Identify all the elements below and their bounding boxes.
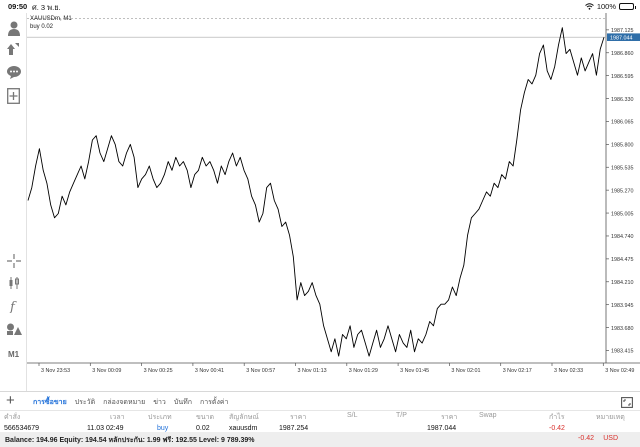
account-summary: Balance: 194.96 Equity: 194.54 หลักประกั… xyxy=(5,437,255,444)
time-tick-label: 3 Nov 02:33 xyxy=(554,368,583,374)
tab-6[interactable]: การตั้งค่า xyxy=(199,399,229,406)
price-tick-label: 1985.270 xyxy=(611,188,633,194)
time-tick-label: 3 Nov 23:53 xyxy=(41,368,70,374)
price-tick-label: 1986.330 xyxy=(611,97,633,103)
crosshair-icon[interactable] xyxy=(4,252,23,270)
price-tick-label: 1987.125 xyxy=(611,28,633,34)
tab-1[interactable]: การซื้อขาย xyxy=(33,399,67,406)
header-profit: กำไร xyxy=(549,414,565,421)
order-time: 11.03 02:49 xyxy=(87,425,124,432)
order-profit: -0.42 xyxy=(549,425,565,432)
time-tick-label: 3 Nov 02:01 xyxy=(451,368,480,374)
price-tick-label: 1983.680 xyxy=(611,326,633,332)
tab-4[interactable]: ข่าว xyxy=(153,399,166,406)
price-tick-label: 1986.860 xyxy=(611,51,633,57)
objects-icon[interactable] xyxy=(4,320,23,338)
time-tick-label: 3 Nov 00:09 xyxy=(92,368,121,374)
header-current-price: ราคา xyxy=(441,414,458,421)
bid-price-badge xyxy=(607,33,640,41)
price-tick-label: 1983.415 xyxy=(611,349,633,355)
order-label: buy 0.02 xyxy=(30,23,54,30)
date: ศ. 3 พ.ย. xyxy=(32,3,61,12)
candlestick-icon[interactable] xyxy=(4,274,23,292)
time-tick-label: 3 Nov 00:57 xyxy=(246,368,275,374)
tab-2[interactable]: ประวัติ xyxy=(74,399,96,406)
chart-title: XAUUSDm, M1 xyxy=(30,16,72,22)
price-tick-label: 1983.945 xyxy=(611,303,633,309)
header-swap: Swap xyxy=(479,412,497,419)
price-tick-label: 1985.005 xyxy=(611,211,633,217)
battery-icon xyxy=(619,3,636,10)
tab-list: การซื้อขาย ประวัติ กล่องจดหมาย ข่าว บันทึก กา… xyxy=(29,397,232,408)
tab-5[interactable]: บันทึก xyxy=(173,399,192,406)
open-price: 1987.254 xyxy=(279,425,309,432)
clock: 09:50 xyxy=(8,2,28,11)
header-comment: หมายเหตุ xyxy=(596,414,625,421)
header-volume: ขนาด xyxy=(196,414,215,421)
balance-bar: Balance: 194.96 Equity: 194.54 หลักประกั… xyxy=(0,432,640,447)
wifi-icon xyxy=(584,3,594,10)
indicators-icon[interactable]: f xyxy=(4,297,23,315)
time-tick-label: 3 Nov 02:17 xyxy=(503,368,532,374)
account-currency: USD xyxy=(603,435,618,442)
chart-symbol-label: XAUUSDm, M1 buy 0.02 xyxy=(30,16,72,31)
price-series-line xyxy=(27,27,605,357)
add-icon[interactable]: + xyxy=(6,392,15,409)
position-row[interactable]: 566534679 11.03 02:49 buy 0.02 xauusdm 1… xyxy=(0,425,640,435)
header-sl: S/L xyxy=(347,412,358,419)
trade-table-header: คำสั่ง เวลา ประเภท ขนาด สัญลักษณ์ ราคา S… xyxy=(0,412,640,422)
time-tick-label: 3 Nov 00:25 xyxy=(144,368,173,374)
header-type: ประเภท xyxy=(148,414,172,421)
price-chart[interactable]: 1987.125 1986.860 1986.595 1986.330 1986.065… xyxy=(27,13,640,391)
price-tick-label: 1985.535 xyxy=(611,165,633,171)
price-tick-label: 1986.595 xyxy=(611,74,633,80)
chat-icon[interactable] xyxy=(4,63,23,81)
trade-panel-tabs: + การซื้อขาย ประวัติ กล่องจดหมาย ข่าว บันทึก… xyxy=(0,391,640,411)
new-document-icon[interactable] xyxy=(4,87,23,105)
status-bar: 09:50 ศ. 3 พ.ย. 100% xyxy=(0,0,640,13)
left-toolbar: f M1 xyxy=(0,13,27,391)
trade-arrows-icon[interactable] xyxy=(4,40,23,58)
header-symbol: สัญลักษณ์ xyxy=(229,414,259,421)
total-profit: -0.42 xyxy=(578,435,594,442)
profile-icon[interactable] xyxy=(4,20,23,38)
price-tick-label: 1986.065 xyxy=(611,120,633,126)
price-tick-label: 1984.740 xyxy=(611,234,633,240)
bid-price-label: 1987.044 xyxy=(610,35,632,41)
time-tick-label: 3 Nov 00:41 xyxy=(195,368,224,374)
tab-3[interactable]: กล่องจดหมาย xyxy=(103,399,146,406)
current-price: 1987.044 xyxy=(427,425,457,432)
svg-text:f: f xyxy=(9,300,17,313)
price-tick-label: 1985.800 xyxy=(611,143,633,149)
header-order: คำสั่ง xyxy=(4,414,21,421)
header-tp: T/P xyxy=(396,412,407,419)
expand-panel-icon[interactable] xyxy=(621,395,633,413)
timeframe-button[interactable]: M1 xyxy=(7,350,20,359)
battery-indicator: 100% xyxy=(584,2,636,11)
price-tick-label: 1984.475 xyxy=(611,257,633,263)
order-id: 566534679 xyxy=(4,425,40,432)
time-tick-label: 3 Nov 01:29 xyxy=(349,368,378,374)
battery-percent: 100% xyxy=(596,2,616,11)
order-volume: 0.02 xyxy=(196,425,210,432)
time-tick-label: 3 Nov 01:45 xyxy=(400,368,429,374)
time-tick-label: 3 Nov 01:13 xyxy=(298,368,327,374)
chart-canvas: 1987.125 1986.860 1986.595 1986.330 1986.065… xyxy=(27,13,640,374)
price-tick-label: 1984.210 xyxy=(611,280,633,286)
time-tick-label: 3 Nov 02:49 xyxy=(605,368,634,374)
header-price: ราคา xyxy=(290,414,307,421)
order-symbol: xauusdm xyxy=(229,425,258,432)
header-time: เวลา xyxy=(110,414,125,421)
order-type: buy xyxy=(157,425,169,432)
